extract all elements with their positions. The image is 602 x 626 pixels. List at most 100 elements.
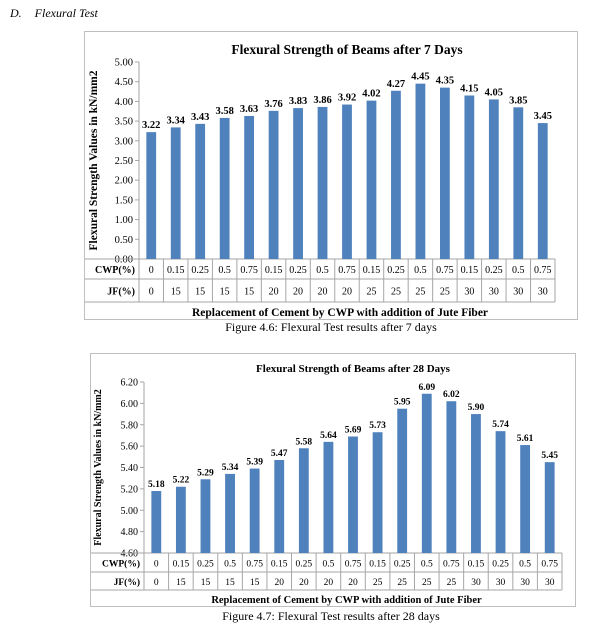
category-label: 0.75 <box>436 265 454 276</box>
data-label: 5.73 <box>369 421 386 431</box>
category-label: 0.75 <box>240 265 258 276</box>
data-label: 4.02 <box>362 89 380 100</box>
category-label: 20 <box>274 578 284 588</box>
y-tick-label: 4.50 <box>115 77 133 88</box>
category-label: 0 <box>154 560 159 570</box>
data-label: 5.47 <box>271 449 288 459</box>
figure-caption-28-days: Figure 4.7: Flexural Test results after … <box>222 609 440 623</box>
bar <box>391 90 401 260</box>
category-label: 0.15 <box>468 560 485 570</box>
category-label: 30 <box>545 578 555 588</box>
y-tick-label: 6.20 <box>121 378 139 389</box>
data-label: 3.83 <box>289 96 307 107</box>
category-label: 0.5 <box>414 265 427 276</box>
bar <box>348 436 358 553</box>
category-label: 30 <box>520 578 530 588</box>
bar <box>415 83 426 259</box>
bar <box>446 401 457 553</box>
category-label: 20 <box>269 287 279 298</box>
bar <box>146 132 157 259</box>
data-label: 5.69 <box>345 426 362 436</box>
data-label: 6.09 <box>418 383 435 393</box>
category-label: 25 <box>366 287 376 298</box>
category-label: 15 <box>195 287 205 298</box>
category-label: 0.25 <box>492 560 509 570</box>
x-axis-title: Replacement of Cement by CWP with additi… <box>211 595 482 606</box>
category-label: 15 <box>244 287 254 298</box>
category-label: 0.25 <box>485 265 503 276</box>
data-label: 3.43 <box>191 112 209 123</box>
data-label: 6.02 <box>443 390 460 400</box>
data-label: 3.86 <box>313 95 331 106</box>
y-axis-title: Flexural Strength Values in kN/mm2 <box>93 389 104 546</box>
y-tick-label: 4.60 <box>121 549 139 560</box>
category-label: 0.5 <box>224 560 236 570</box>
y-tick-label: 5.00 <box>115 58 133 69</box>
bar <box>537 123 548 259</box>
bar <box>495 431 506 553</box>
bar <box>219 117 230 259</box>
category-row-label: JF(%) <box>114 577 140 588</box>
data-label: 4.27 <box>387 79 405 90</box>
data-label: 3.92 <box>338 93 356 104</box>
category-label: 0.25 <box>197 560 214 570</box>
category-label: 20 <box>348 578 358 588</box>
category-label: 0.75 <box>338 265 356 276</box>
category-label: 25 <box>440 287 450 298</box>
bar <box>513 107 524 259</box>
y-tick-label: 4.80 <box>121 527 139 538</box>
data-label: 5.90 <box>468 403 485 413</box>
category-label: 0.15 <box>271 560 288 570</box>
bar <box>175 486 186 553</box>
category-label: 30 <box>496 578 506 588</box>
x-axis-title: Replacement of Cement by CWP with additi… <box>192 307 488 319</box>
data-label: 5.22 <box>173 476 190 486</box>
category-label: 0.5 <box>519 560 531 570</box>
category-label: 25 <box>415 287 425 298</box>
category-label: 0.15 <box>265 265 283 276</box>
bar <box>268 110 279 259</box>
y-tick-label: 3.50 <box>115 117 133 128</box>
y-tick-label: 2.50 <box>115 156 133 167</box>
data-label: 3.58 <box>215 106 233 117</box>
section-heading: D. Flexural Test <box>10 6 98 21</box>
data-label: 4.45 <box>411 72 429 83</box>
category-label: 30 <box>538 287 548 298</box>
category-label: 0 <box>149 265 154 276</box>
category-row-label: JF(%) <box>107 287 135 298</box>
category-label: 25 <box>391 287 401 298</box>
y-tick-label: 4.00 <box>115 97 133 108</box>
bar <box>520 445 531 553</box>
chart-28-days-svg: Flexural Strength of Beams after 28 Days… <box>91 363 563 606</box>
category-label: 15 <box>176 578 186 588</box>
bar <box>151 491 162 553</box>
data-label: 3.45 <box>534 111 552 122</box>
bar <box>293 108 303 260</box>
category-label: 30 <box>513 287 523 298</box>
bar <box>372 432 383 553</box>
y-tick-label: 5.20 <box>121 484 139 495</box>
bar <box>274 460 285 553</box>
y-tick-label: 5.80 <box>121 420 139 431</box>
y-tick-label: 6.00 <box>121 399 139 410</box>
chart-title: Flexural Strength of Beams after 28 Days <box>256 363 451 375</box>
data-label: 5.61 <box>517 434 534 444</box>
bar <box>317 106 328 259</box>
category-label: 30 <box>471 578 481 588</box>
category-label: 20 <box>299 578 309 588</box>
category-label: 0.25 <box>296 560 313 570</box>
bar <box>471 414 481 553</box>
category-label: 0.5 <box>512 265 525 276</box>
category-label: 25 <box>447 578 457 588</box>
category-label: 0.25 <box>387 265 405 276</box>
y-tick-label: 2.00 <box>115 176 133 187</box>
category-label: 0 <box>149 287 154 298</box>
category-label: 0.75 <box>541 560 558 570</box>
category-label: 0.25 <box>191 265 209 276</box>
category-label: 0.25 <box>394 560 411 570</box>
data-label: 4.15 <box>460 83 478 94</box>
category-label: 0.75 <box>246 560 263 570</box>
data-label: 4.05 <box>485 87 503 98</box>
bar <box>488 99 499 260</box>
bar <box>195 123 206 259</box>
